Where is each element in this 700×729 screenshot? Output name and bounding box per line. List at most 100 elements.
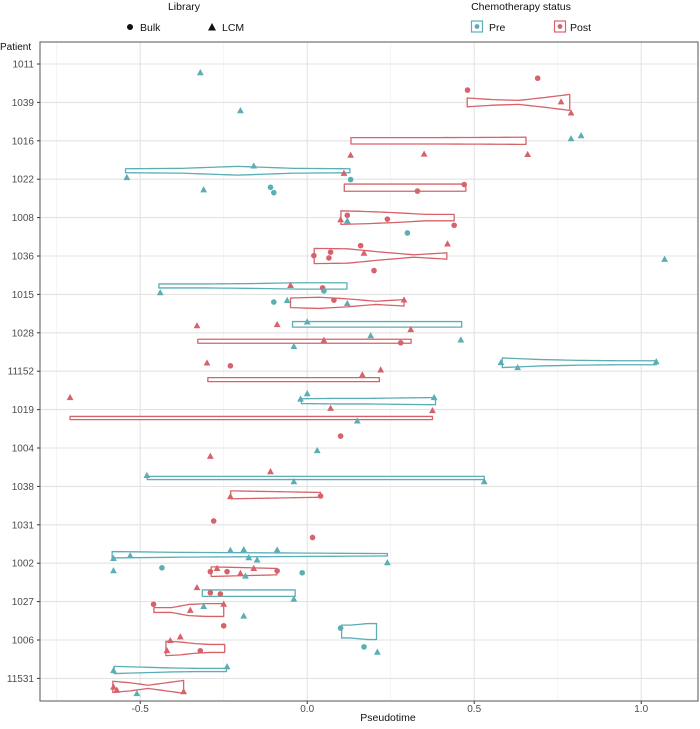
y-tick-label: 11531 — [7, 674, 35, 685]
point-bulk — [337, 625, 344, 631]
violin-1022-pre — [124, 165, 351, 176]
point-lcm — [253, 556, 261, 563]
point-lcm — [383, 559, 391, 566]
point-lcm — [163, 646, 171, 654]
point-lcm — [497, 358, 505, 366]
point-lcm — [242, 572, 249, 579]
violin-11152-post — [207, 376, 381, 383]
legend-pre-label: Pre — [489, 22, 506, 34]
violin-1019-pre — [300, 396, 437, 406]
point-lcm — [113, 686, 121, 693]
point-lcm — [156, 289, 164, 296]
point-bulk — [217, 591, 224, 597]
point-lcm — [429, 406, 436, 414]
violin-11531-post — [112, 679, 185, 694]
point-bulk — [224, 568, 230, 575]
point-lcm — [360, 249, 368, 256]
violin-1038-post — [230, 490, 322, 500]
point-lcm — [213, 564, 221, 571]
point-bulk — [311, 252, 317, 259]
point-lcm — [176, 633, 184, 640]
legend-post-label: Post — [570, 22, 591, 34]
point-lcm — [220, 600, 228, 607]
x-axis-title: Pseudotime — [360, 712, 416, 724]
point-lcm — [367, 332, 375, 339]
point-lcm — [297, 395, 304, 402]
y-axis-title: Patient — [0, 42, 31, 53]
point-bulk — [220, 622, 227, 629]
point-bulk — [327, 249, 334, 255]
y-tick-label: 1016 — [12, 136, 35, 147]
point-lcm — [240, 612, 248, 619]
legend-status-title: Chemotherapy status — [471, 1, 571, 13]
point-bulk — [371, 267, 377, 274]
point-lcm — [480, 477, 488, 485]
point-lcm — [245, 554, 253, 561]
point-bulk — [326, 255, 332, 261]
points — [66, 69, 668, 697]
point-bulk — [344, 212, 351, 219]
point-bulk — [227, 363, 234, 369]
point-lcm — [661, 255, 668, 262]
point-bulk — [207, 589, 214, 596]
y-tick-label: 1015 — [12, 290, 35, 301]
point-lcm — [186, 606, 194, 613]
violin-1022-post — [343, 183, 467, 192]
point-lcm — [66, 393, 74, 401]
point-bulk — [267, 184, 274, 191]
point-bulk — [337, 433, 344, 439]
point-lcm — [237, 569, 244, 576]
violin-1006-post — [165, 640, 226, 657]
point-lcm — [110, 567, 117, 574]
point-bulk — [397, 339, 404, 346]
point-lcm — [400, 296, 408, 303]
x-tick-label: 1.0 — [634, 704, 648, 715]
point-lcm — [126, 552, 134, 559]
point-lcm — [193, 322, 201, 329]
y-tick-label: 1002 — [12, 559, 35, 570]
y-tick-label: 1036 — [12, 252, 35, 263]
point-bulk — [317, 493, 324, 499]
point-lcm — [267, 468, 274, 475]
point-bulk — [210, 518, 217, 524]
point-lcm — [652, 358, 660, 365]
point-bulk — [451, 222, 457, 229]
point-lcm — [273, 320, 281, 328]
violin-11531-pre — [113, 665, 228, 675]
point-lcm — [180, 688, 188, 695]
point-lcm — [110, 554, 117, 561]
point-lcm — [196, 69, 204, 76]
point-lcm — [123, 173, 131, 181]
point-lcm — [327, 404, 334, 411]
point-bulk — [299, 570, 305, 576]
y-tick-label: 1038 — [12, 482, 35, 493]
axes: -0.5 0.0 0.5 1.0 1011 1039 1016 1022 1008 1036 101… — [7, 60, 649, 716]
point-lcm — [303, 318, 311, 325]
point-lcm — [343, 217, 351, 224]
point-lcm — [514, 363, 522, 371]
panel-border — [39, 41, 699, 702]
point-bulk — [197, 647, 204, 654]
point-lcm — [407, 325, 415, 333]
point-lcm — [193, 583, 201, 591]
point-lcm — [290, 477, 298, 485]
legend-chemotherapy-status: Chemotherapy status Pre Post — [470, 1, 591, 34]
point-lcm — [200, 186, 208, 193]
point-bulk — [321, 288, 327, 294]
point-lcm — [577, 132, 585, 139]
point-bulk — [404, 230, 411, 236]
violin-1002-pre — [111, 550, 389, 559]
violin-1039-post — [466, 93, 571, 112]
point-lcm — [347, 151, 355, 158]
point-lcm — [373, 648, 381, 655]
point-lcm — [290, 595, 298, 602]
violin-1019-post — [69, 415, 434, 421]
y-tick-label: 1022 — [12, 175, 35, 186]
point-lcm — [430, 393, 438, 401]
point-bulk — [271, 189, 277, 196]
y-tick-label: 1027 — [12, 597, 35, 608]
point-lcm — [287, 281, 294, 288]
violin-1006-pre — [340, 622, 378, 641]
point-lcm — [420, 150, 428, 157]
y-tick-label: 1028 — [12, 328, 35, 339]
